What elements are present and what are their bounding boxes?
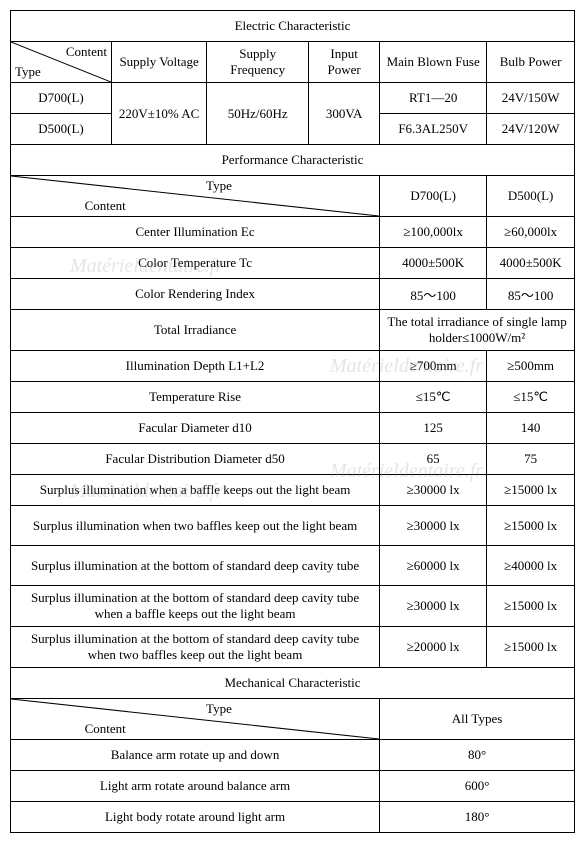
performance-diag-header: Type Content (11, 176, 380, 217)
perf-v1: 85～100 (380, 279, 487, 310)
fuse: RT1—20 (380, 83, 487, 114)
perf-label: Facular Distribution Diameter d50 (11, 444, 380, 475)
header-supply-frequency: Supply Frequency (207, 42, 309, 83)
perf-v1: ≥100,000lx (380, 217, 487, 248)
perf-label: Color Temperature Tc (11, 248, 380, 279)
perf-v2: 85～100 (487, 279, 575, 310)
input-power: 300VA (309, 83, 380, 145)
header-input-power: Input Power (309, 42, 380, 83)
mech-value: 600° (380, 771, 575, 802)
electric-title: Electric Characteristic (11, 11, 575, 42)
mech-value: 180° (380, 802, 575, 833)
diag-content: Content (66, 44, 107, 60)
perf-v1: 4000±500K (380, 248, 487, 279)
row-type: D500(L) (11, 114, 112, 145)
mechanical-diag-header: Type Content (11, 699, 380, 740)
perf-v2: ≥60,000lx (487, 217, 575, 248)
electric-diag-header: Content Type (11, 42, 112, 83)
perf-v2: ≥15000 lx (487, 586, 575, 627)
supply-frequency: 50Hz/60Hz (207, 83, 309, 145)
header-bulb-power: Bulb Power (487, 42, 575, 83)
perf-v2: ≥15000 lx (487, 627, 575, 668)
perf-v1: 125 (380, 413, 487, 444)
diag-content: Content (85, 721, 126, 737)
perf-v2: ≥40000 lx (487, 546, 575, 586)
perf-v1: ≥30000 lx (380, 506, 487, 546)
supply-voltage: 220V±10% AC (112, 83, 207, 145)
perf-label: Facular Diameter d10 (11, 413, 380, 444)
perf-v2: ≥500mm (487, 351, 575, 382)
perf-v1: 65 (380, 444, 487, 475)
diag-type: Type (206, 178, 232, 194)
diag-content: Content (85, 198, 126, 214)
perf-label: Temperature Rise (11, 382, 380, 413)
fuse: F6.3AL250V (380, 114, 487, 145)
perf-label: Surplus illumination at the bottom of st… (11, 627, 380, 668)
diag-type: Type (206, 701, 232, 717)
bulb: 24V/120W (487, 114, 575, 145)
perf-v2: ≤15℃ (487, 382, 575, 413)
row-type: D700(L) (11, 83, 112, 114)
header-supply-voltage: Supply Voltage (112, 42, 207, 83)
performance-title: Performance Characteristic (11, 145, 575, 176)
perf-v2: ≥15000 lx (487, 506, 575, 546)
perf-v1: ≤15℃ (380, 382, 487, 413)
perf-label: Center Illumination Ec (11, 217, 380, 248)
perf-v2: 75 (487, 444, 575, 475)
perf-v1: ≥30000 lx (380, 586, 487, 627)
perf-label: Illumination Depth L1+L2 (11, 351, 380, 382)
perf-label: Surplus illumination at the bottom of st… (11, 586, 380, 627)
perf-label: Surplus illumination when two baffles ke… (11, 506, 380, 546)
mech-value: 80° (380, 740, 575, 771)
perf-col1: D700(L) (380, 176, 487, 217)
perf-v1: ≥60000 lx (380, 546, 487, 586)
perf-label: Surplus illumination at the bottom of st… (11, 546, 380, 586)
mech-col: All Types (380, 699, 575, 740)
perf-v1: ≥20000 lx (380, 627, 487, 668)
mech-label: Light arm rotate around balance arm (11, 771, 380, 802)
mechanical-title: Mechanical Characteristic (11, 668, 575, 699)
diag-type: Type (15, 64, 41, 80)
perf-v2: ≥15000 lx (487, 475, 575, 506)
perf-v2: 4000±500K (487, 248, 575, 279)
perf-v2: 140 (487, 413, 575, 444)
total-irradiance-value: The total irradiance of single lamp hold… (380, 310, 575, 351)
header-main-fuse: Main Blown Fuse (380, 42, 487, 83)
perf-col2: D500(L) (487, 176, 575, 217)
perf-v1: ≥700mm (380, 351, 487, 382)
perf-label: Surplus illumination when a baffle keeps… (11, 475, 380, 506)
perf-v1: ≥30000 lx (380, 475, 487, 506)
spec-table: Electric Characteristic Content Type Sup… (10, 10, 575, 833)
perf-label: Color Rendering Index (11, 279, 380, 310)
bulb: 24V/150W (487, 83, 575, 114)
mech-label: Light body rotate around light arm (11, 802, 380, 833)
total-irradiance-label: Total Irradiance (11, 310, 380, 351)
mech-label: Balance arm rotate up and down (11, 740, 380, 771)
